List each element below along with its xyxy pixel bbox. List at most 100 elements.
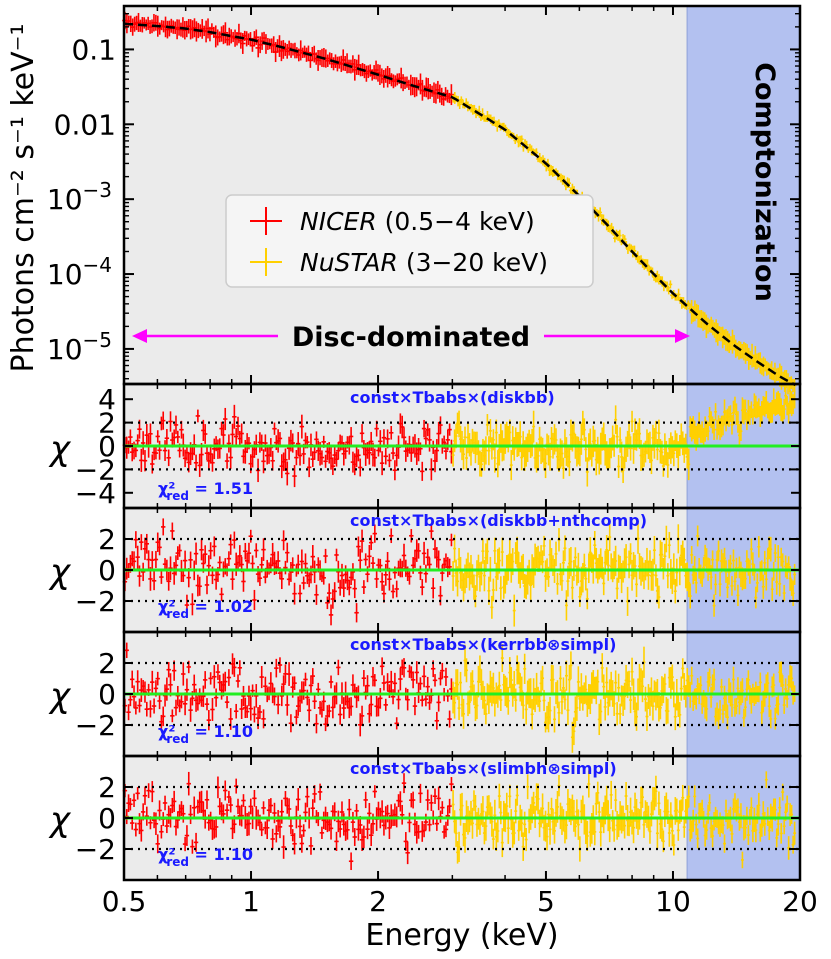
nicer-residual (237, 545, 243, 567)
nustar-residual (731, 666, 735, 693)
nustar-residual (775, 569, 779, 595)
nicer-residual (275, 695, 281, 715)
nustar-residual (475, 691, 479, 720)
nustar-residual (663, 543, 667, 569)
nustar-residual (670, 664, 674, 690)
nustar-residual (629, 687, 633, 714)
nicer-residual (314, 584, 319, 605)
nicer-residual (368, 535, 374, 550)
nicer-residual (215, 664, 221, 680)
nicer-residual (370, 556, 376, 570)
nustar-residual (563, 535, 567, 562)
nicer-residual (381, 675, 387, 691)
nustar-residual (652, 535, 656, 565)
nicer-residual (150, 670, 155, 694)
nustar-residual (731, 549, 735, 572)
nicer-residual (383, 698, 388, 711)
nicer-residual (221, 424, 226, 446)
nicer-residual (155, 834, 160, 854)
nicer-residual (230, 568, 235, 590)
nustar-residual (690, 545, 694, 564)
nustar-residual (654, 420, 658, 445)
nustar-residual (743, 568, 747, 589)
nustar-residual (743, 399, 747, 420)
nicer-residual (157, 440, 162, 460)
nicer-residual (142, 450, 148, 472)
nustar-residual (782, 696, 786, 714)
nicer-residual (144, 423, 149, 447)
nicer-residual (368, 431, 374, 452)
nustar-residual (509, 666, 513, 694)
nustar-residual (567, 665, 571, 695)
nustar-residual (572, 717, 576, 746)
nicer-residual (354, 603, 359, 623)
nicer-residual (283, 560, 288, 575)
nustar-residual (721, 704, 725, 724)
nicer-residual (379, 572, 385, 591)
nustar-residual (557, 701, 561, 725)
nicer-residual (193, 542, 199, 565)
nicer-residual (332, 582, 337, 601)
nicer-residual (199, 539, 204, 561)
nicer-residual (188, 698, 193, 722)
nicer-residual (350, 563, 356, 581)
nicer-residual (241, 571, 246, 592)
nicer-residual (389, 528, 394, 544)
nicer-residual (420, 579, 425, 596)
nicer-residual (294, 449, 299, 466)
nicer-residual (223, 407, 228, 431)
nicer-residual (131, 793, 137, 808)
nicer-residual (418, 677, 423, 690)
nustar-residual (679, 676, 683, 701)
nustar-residual (494, 419, 498, 446)
nustar-point (676, 288, 681, 301)
nicer-residual (261, 709, 266, 729)
nicer-residual (447, 423, 452, 436)
nicer-residual (257, 570, 263, 586)
nustar-residual (454, 423, 458, 449)
nicer-residual (398, 667, 403, 691)
nustar-residual (661, 455, 665, 477)
nicer-residual (232, 404, 237, 429)
nicer-residual (434, 711, 440, 730)
nustar-residual (734, 697, 738, 715)
nicer-residual (131, 551, 137, 572)
nustar-residual (524, 694, 528, 725)
nustar-residual (635, 571, 638, 598)
nicer-residual (392, 672, 398, 694)
nustar-residual (465, 446, 468, 470)
nicer-residual (131, 685, 137, 708)
nicer-residual (133, 531, 139, 549)
nustar-residual (779, 661, 783, 687)
nustar-residual (493, 537, 497, 564)
nicer-residual (135, 787, 140, 800)
nicer-residual (290, 433, 295, 453)
nustar-residual (593, 530, 597, 560)
nicer-residual (288, 714, 294, 733)
nicer-residual (261, 449, 266, 474)
nustar-residual (666, 563, 670, 589)
nicer-residual (328, 604, 334, 626)
nicer-residual (323, 454, 328, 468)
nustar-residual (694, 572, 698, 594)
nicer-residual (151, 698, 157, 714)
nustar-residual (717, 540, 721, 562)
nicer-residual (179, 420, 184, 439)
nustar-residual (617, 673, 621, 702)
nicer-residual (438, 671, 443, 686)
nustar-residual (660, 541, 664, 568)
data-layer (122, 11, 797, 871)
nustar-residual (630, 657, 634, 686)
nustar-residual (523, 653, 527, 685)
nustar-residual (709, 686, 713, 708)
nustar-residual (509, 450, 513, 481)
nustar-residual (712, 594, 716, 617)
nicer-residual (297, 445, 303, 466)
nicer-residual (261, 538, 266, 561)
nicer-residual (341, 579, 346, 598)
nustar-residual (581, 563, 585, 593)
nustar-residual (488, 418, 492, 443)
nustar-residual (603, 693, 607, 721)
nicer-residual (208, 542, 213, 560)
nicer-residual (202, 545, 208, 564)
